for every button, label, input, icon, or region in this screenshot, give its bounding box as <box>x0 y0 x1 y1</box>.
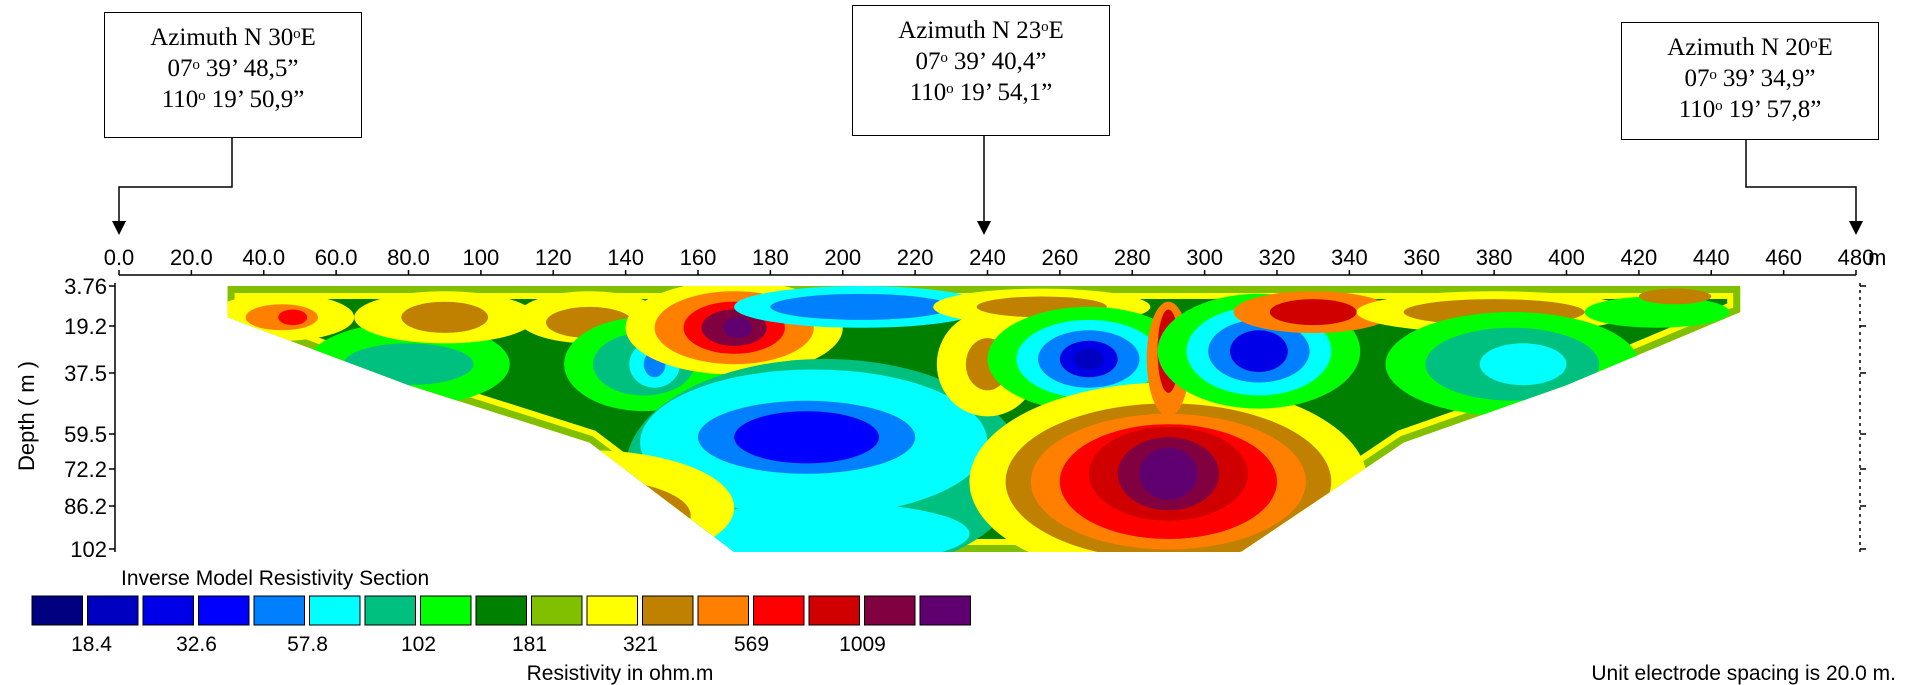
resistivity-zone <box>488 479 691 552</box>
x-tick-label: 400 <box>1548 245 1585 270</box>
resistivity-zone <box>679 502 970 552</box>
y-tick-label: 37.5 <box>64 361 107 386</box>
x-tick-label: 260 <box>1042 245 1079 270</box>
color-scale-label: 321 <box>623 633 658 656</box>
y-tick-label: 3.76 <box>64 274 107 299</box>
color-swatch <box>919 595 971 626</box>
color-scale-label: 569 <box>734 633 769 656</box>
y-tick-label: 86.2 <box>64 494 107 519</box>
callout-arrowhead <box>112 221 126 235</box>
color-scale-label: 102 <box>401 633 436 656</box>
callout-middle-lat: 07ᵒ 39’ 40,4” <box>915 48 1047 75</box>
callout-right-lat: 07ᵒ 39’ 34,9” <box>1684 65 1816 92</box>
x-tick-label: 0.0 <box>104 245 135 270</box>
resistivity-zone <box>1074 348 1104 370</box>
x-tick-label: 480 <box>1838 245 1875 270</box>
resistivity-zone <box>723 317 753 339</box>
callout-left-azimuth: Azimuth N 30ᵒE <box>150 24 316 51</box>
callout-arrowhead <box>1849 221 1863 235</box>
color-swatch <box>364 595 416 626</box>
electrode-spacing-note: Unit electrode spacing is 20.0 m. <box>1591 662 1896 685</box>
callout-arrowhead <box>977 221 991 235</box>
x-tick-label: 380 <box>1476 245 1513 270</box>
color-swatch <box>253 595 305 626</box>
x-tick-label: 200 <box>824 245 861 270</box>
callout-leader-line <box>118 138 233 223</box>
x-tick-label: 180 <box>752 245 789 270</box>
color-swatch <box>642 595 694 626</box>
x-tick-label: 120 <box>535 245 572 270</box>
color-swatch <box>531 595 583 626</box>
color-swatch <box>198 595 250 626</box>
color-scale-label: 57.8 <box>287 633 328 656</box>
resistivity-zone <box>1584 296 1730 328</box>
x-tick-label: 20.0 <box>170 245 213 270</box>
color-swatch <box>586 595 638 626</box>
resistivity-zone <box>401 301 489 333</box>
color-swatch <box>864 595 916 626</box>
x-tick-label: 100 <box>463 245 500 270</box>
y-tick-label: 72.2 <box>64 457 107 482</box>
color-scale-label: 18.4 <box>71 633 112 656</box>
color-swatch <box>31 595 83 626</box>
callout-left-lat: 07ᵒ 39’ 48,5” <box>167 55 299 82</box>
callout-right-azimuth: Azimuth N 20ᵒE <box>1667 34 1833 61</box>
color-swatch <box>697 595 749 626</box>
x-tick-label: 340 <box>1331 245 1368 270</box>
x-tick-label: 420 <box>1621 245 1658 270</box>
resistivity-zone <box>343 343 474 386</box>
y-axis-label: Depth ( m ) <box>14 361 39 471</box>
y-tick-label: 19.2 <box>64 314 107 339</box>
color-scale-label: 32.6 <box>176 633 217 656</box>
resistivity-zone <box>506 502 637 550</box>
x-tick-label: 360 <box>1403 245 1440 270</box>
color-swatch <box>142 595 194 626</box>
color-swatch <box>475 595 527 626</box>
resistivity-zone <box>1230 330 1288 373</box>
color-swatch <box>753 595 805 626</box>
y-tick-label: 102 <box>70 537 107 562</box>
x-tick-label: 280 <box>1114 245 1151 270</box>
resistivity-zone <box>444 450 735 552</box>
callout-left: Azimuth N 30ᵒE 07ᵒ 39’ 48,5” 110ᵒ 19’ 50… <box>104 12 362 138</box>
color-scale-unit: Resistivity in ohm.m <box>527 662 714 685</box>
x-tick-label: 40.0 <box>242 245 285 270</box>
resistivity-section <box>227 286 1741 552</box>
color-scale-label: 181 <box>512 633 547 656</box>
callout-leader-line <box>1745 140 1857 223</box>
resistivity-zone <box>734 411 879 464</box>
color-scale-label: 1009 <box>839 633 886 656</box>
x-tick-label: 80.0 <box>387 245 430 270</box>
color-swatch <box>808 595 860 626</box>
section-title: Inverse Model Resistivity Section <box>121 567 429 590</box>
resistivity-zone <box>1269 299 1357 326</box>
x-tick-label: 460 <box>1765 245 1802 270</box>
callout-left-lon: 110ᵒ 19’ 50,9” <box>161 86 305 113</box>
color-swatch <box>309 595 361 626</box>
callout-middle-lon: 110ᵒ 19’ 54,1” <box>909 79 1053 106</box>
callout-middle-azimuth: Azimuth N 23ᵒE <box>898 17 1064 44</box>
resistivity-zone <box>1638 288 1712 305</box>
callout-right: Azimuth N 20ᵒE 07ᵒ 39’ 34,9” 110ᵒ 19’ 57… <box>1621 22 1879 140</box>
resistivity-zone <box>1479 343 1567 386</box>
color-swatch <box>87 595 139 626</box>
x-tick-label: 240 <box>969 245 1006 270</box>
callout-right-lon: 110ᵒ 19’ 57,8” <box>1678 96 1822 123</box>
x-tick-label: 60.0 <box>315 245 358 270</box>
resistivity-zone <box>278 309 308 326</box>
x-tick-label: 300 <box>1186 245 1223 270</box>
x-tick-label: 440 <box>1693 245 1730 270</box>
x-tick-label: 320 <box>1259 245 1296 270</box>
color-swatch <box>420 595 472 626</box>
x-axis-unit: m <box>1868 245 1886 270</box>
x-tick-label: 140 <box>607 245 644 270</box>
resistivity-zone <box>1139 447 1198 500</box>
resistivity-zone <box>770 293 952 320</box>
x-tick-label: 160 <box>680 245 717 270</box>
y-tick-label: 59.5 <box>64 422 107 447</box>
callout-middle: Azimuth N 23ᵒE 07ᵒ 39’ 40,4” 110ᵒ 19’ 54… <box>852 5 1110 136</box>
x-tick-label: 220 <box>897 245 934 270</box>
